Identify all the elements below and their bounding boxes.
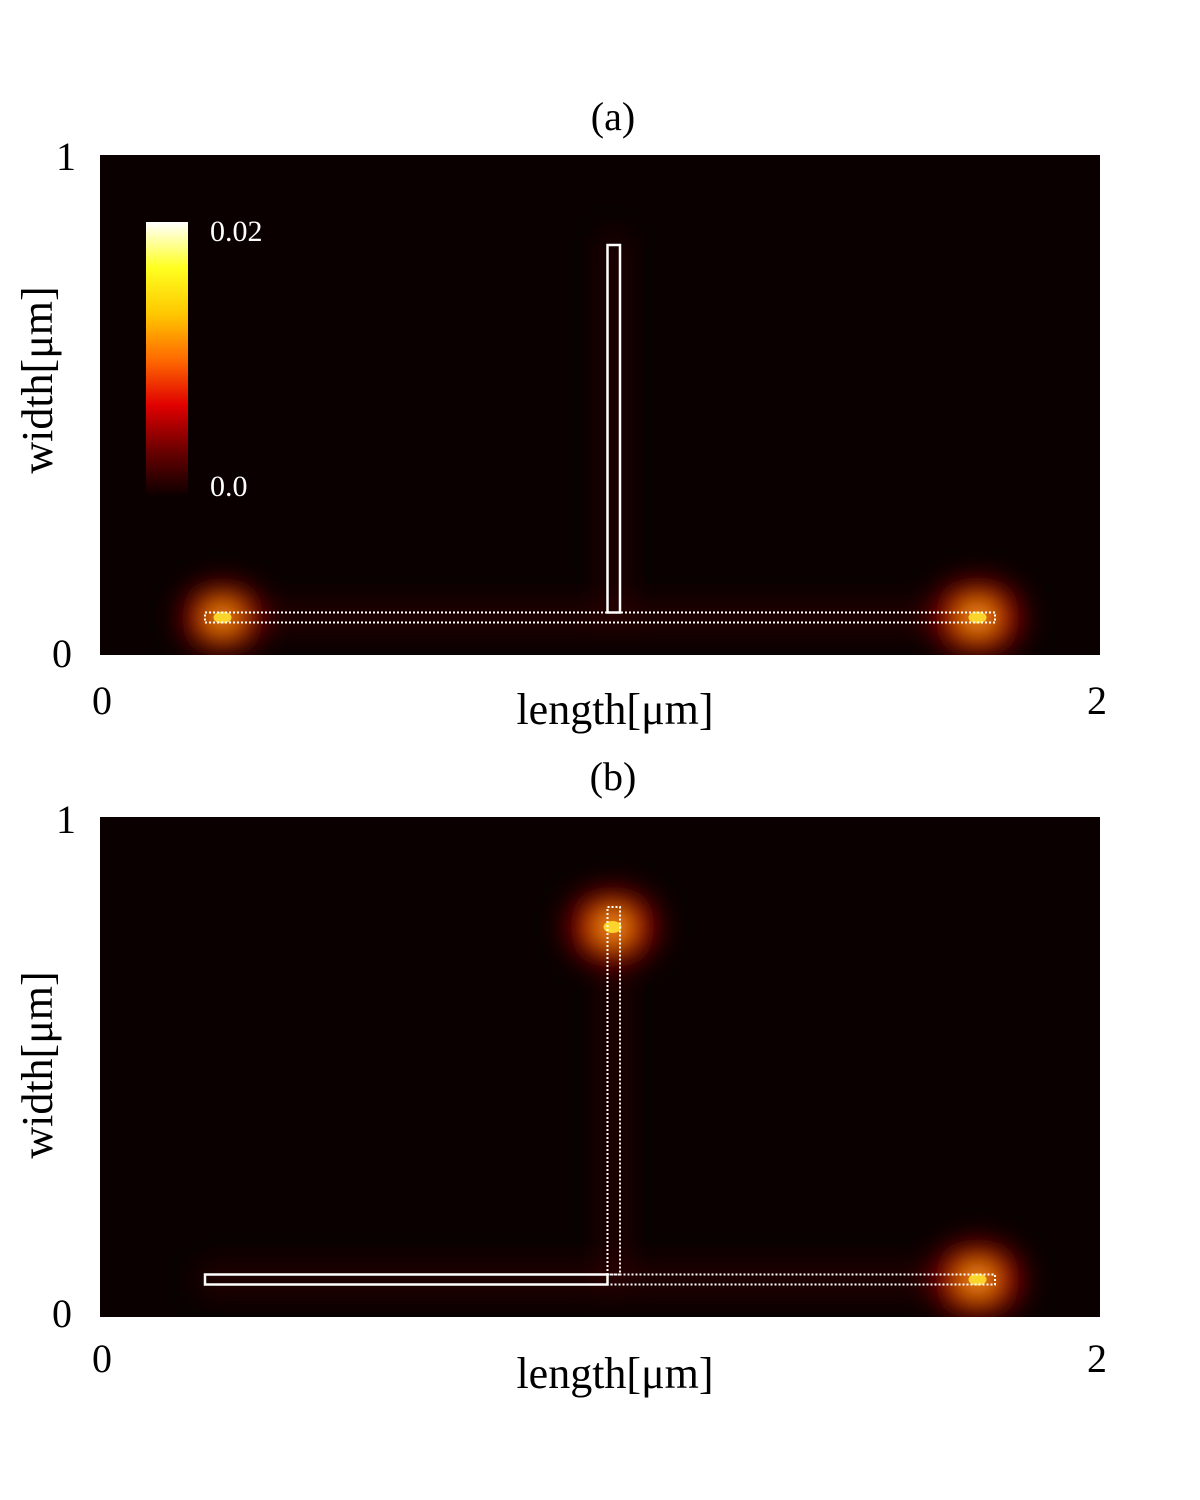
heat-glow-a-1 [601,235,626,623]
wire-dotted-b-2 [606,906,621,1276]
heat-peak-core-b-0 [603,921,622,933]
panel-b-xlabel: length[μm] [516,1349,713,1398]
panel-a-ytick-bottom: 0 [52,631,72,676]
heat-glow-b-0 [199,1264,614,1295]
heat-glow-a-0 [199,602,1001,633]
panel-b-ytick-top: 1 [56,797,76,842]
panel-a-ylabel: width[μm] [13,286,62,473]
panel-b: (b) 1 0 0 2 length[μm] width[μm] [13,754,1107,1398]
panel-a-title: (a) [591,94,635,139]
heat-peak-core-a-0 [213,611,232,624]
panel-b-title: (b) [590,754,637,799]
heat-peak-a-1 [929,577,1026,655]
colorbar-min-label: 0.0 [210,470,248,503]
panel-a-xtick-right: 2 [1087,678,1107,723]
panel-a-wires [204,243,996,624]
panel-a-ytick-top: 1 [56,134,76,179]
wire-solid-a-1 [606,243,622,614]
heat-peak-core-b-1 [968,1273,987,1286]
colorbar-max-label: 0.02 [210,215,263,248]
panel-a: (a) 0.02 0.0 1 0 0 2 length[μm] width[μm… [13,94,1107,734]
panel-b-xtick-left: 0 [92,1336,112,1381]
panel-a-xtick-left: 0 [92,678,112,723]
colorbar: 0.02 0.0 [146,215,263,503]
panel-a-plot-area [100,155,1100,655]
panel-b-wires [203,906,996,1286]
panel-a-xlabel: length[μm] [516,685,713,734]
heat-peak-core-a-1 [968,611,987,624]
wire-dotted-b-1 [606,1273,996,1286]
panel-b-ytick-bottom: 0 [52,1291,72,1336]
panel-b-ylabel: width[μm] [13,971,62,1158]
panel-b-xtick-right: 2 [1087,1336,1107,1381]
colorbar-gradient [146,222,188,497]
